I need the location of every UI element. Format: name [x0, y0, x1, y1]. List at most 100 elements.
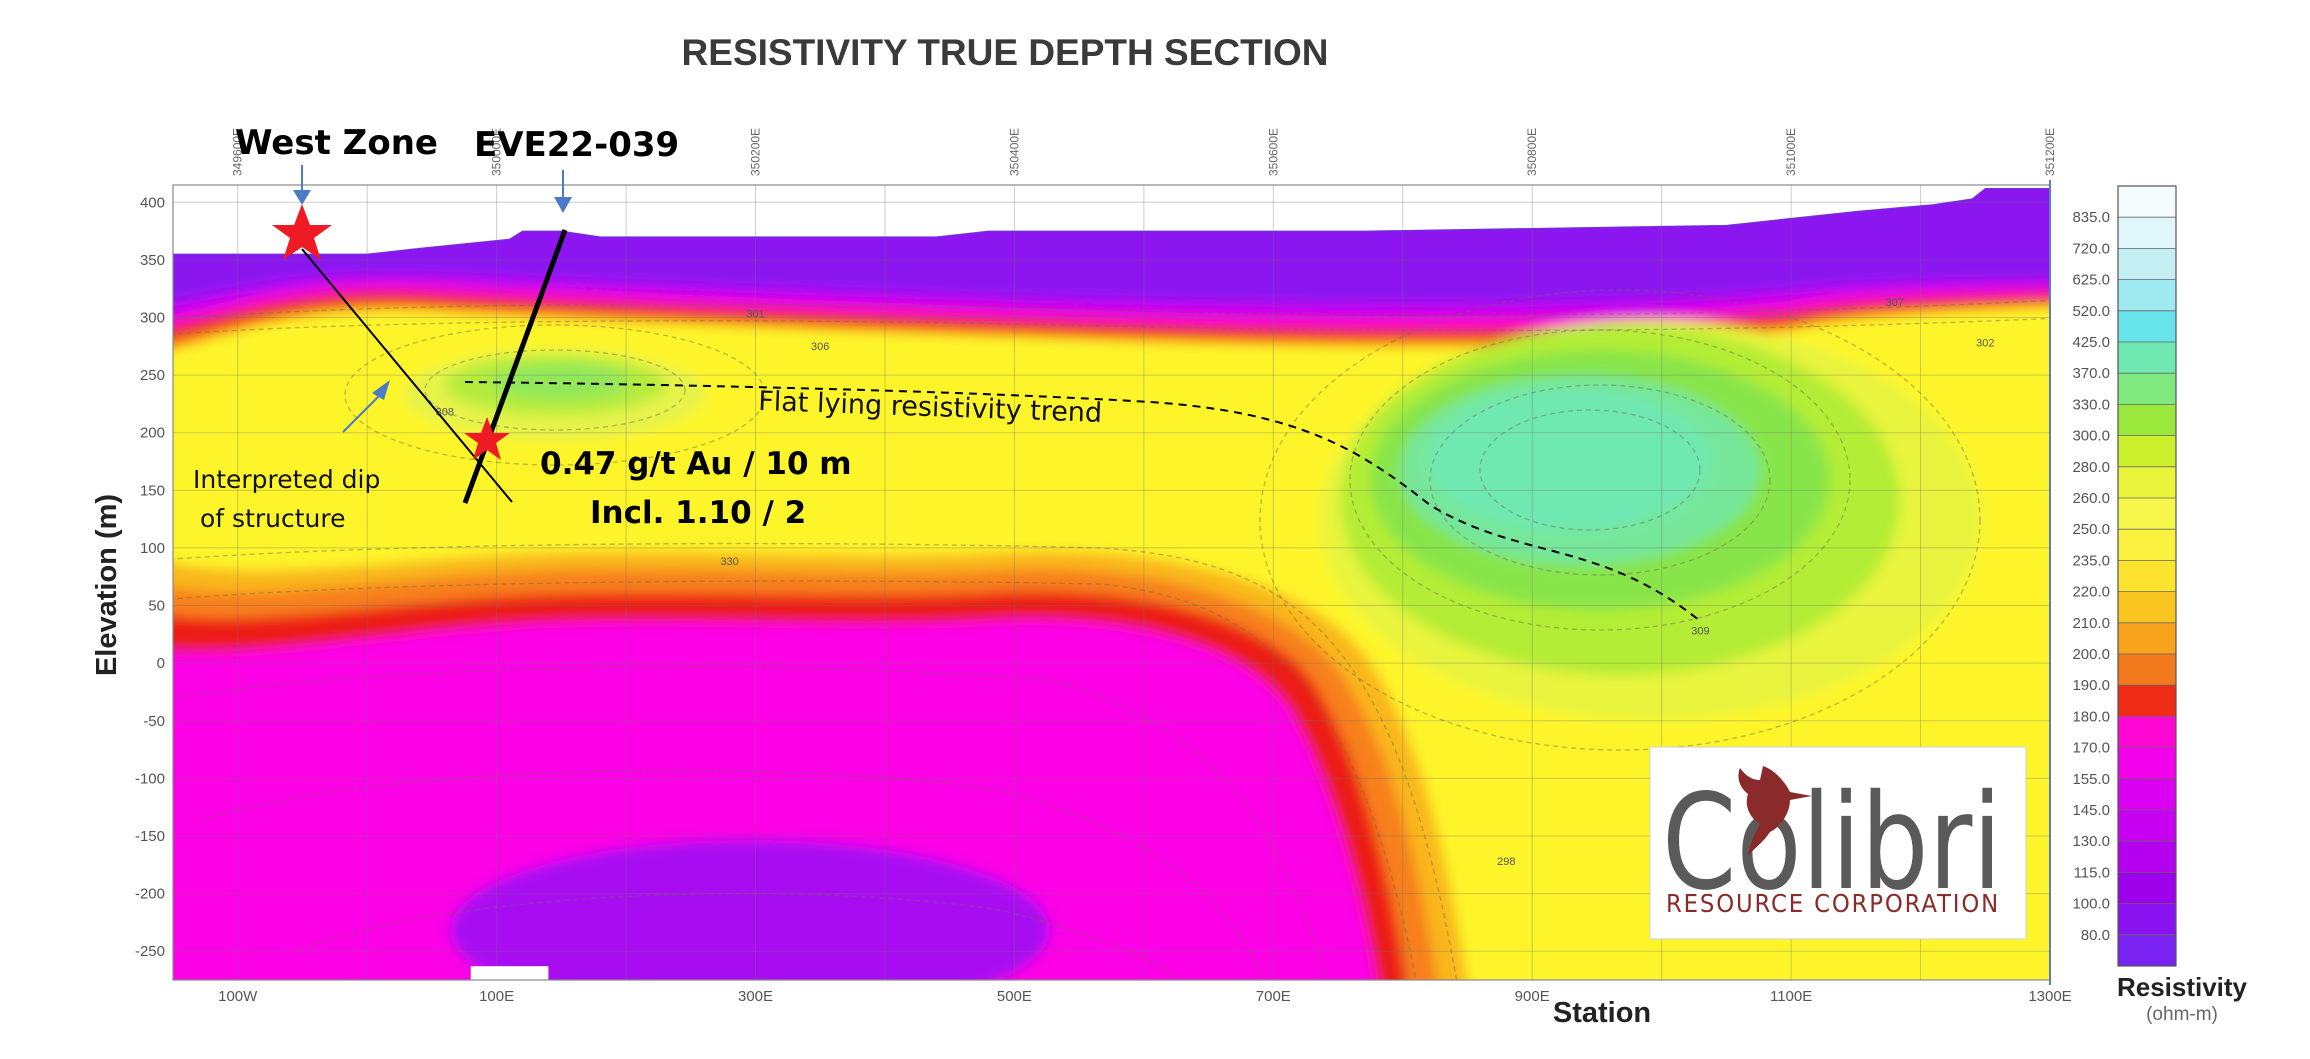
drillhole-trace — [462, 229, 568, 504]
colorbar-swatch — [2118, 747, 2176, 780]
colorbar-label: 155.0 — [2072, 771, 2110, 788]
west-zone-arrow-icon — [293, 190, 311, 205]
y-tick-label: -100 — [135, 770, 165, 787]
colorbar-label: 115.0 — [2074, 864, 2110, 881]
colorbar-swatch — [2118, 872, 2176, 905]
top-coord-349600e: 349600E — [231, 128, 245, 176]
colorbar-label: 210.0 — [2072, 615, 2110, 632]
top-coord-350800e: 350800E — [1525, 128, 1539, 176]
x-tick-label-100e: 100E — [479, 988, 514, 1005]
dip-arrow-icon — [372, 380, 390, 400]
dip-line — [301, 248, 513, 503]
x-tick-label-900e: 900E — [1515, 988, 1550, 1005]
colorbar-label: 300.0 — [2072, 428, 2110, 445]
colorbar-swatch — [2118, 342, 2176, 374]
result-line-2: Incl. 1.10 / 2 — [590, 495, 806, 531]
colorbar-swatch — [2118, 466, 2176, 499]
colorbar-label: 100.0 — [2072, 896, 2110, 913]
colorbar-swatch — [2118, 498, 2176, 530]
colorbar-label: 220.0 — [2072, 584, 2110, 601]
colorbar-label: 835.0 — [2072, 209, 2110, 226]
contour-label: 306 — [811, 341, 829, 353]
top-coord-350400e: 350400E — [1007, 128, 1021, 176]
colorbar-swatch — [2118, 435, 2176, 468]
colorbar-swatch — [2118, 591, 2176, 624]
colorbar-title: Resistivity — [2117, 972, 2248, 1002]
colorbar-swatch — [2118, 841, 2176, 873]
colorbar-label: 260.0 — [2072, 490, 2110, 507]
x-axis-ticks: 100W 100E 300E 500E 700E 900E 1100E 1300E — [218, 988, 2072, 1005]
annotations: West Zone EVE22-039 0.47 g/t Au / 10 m I… — [193, 123, 1701, 622]
colorbar-label: 370.0 — [2072, 365, 2110, 382]
colorbar-swatch — [2118, 404, 2176, 437]
colorbar-swatch — [2118, 716, 2176, 749]
colorbar-swatch — [2118, 778, 2176, 811]
top-coord-350600e: 350600E — [1266, 128, 1280, 176]
colorbar-swatch — [2118, 217, 2176, 249]
west-zone-star-icon — [272, 204, 332, 260]
x-axis-label: Station — [1553, 997, 1651, 1029]
colorbar-swatches — [2118, 185, 2176, 967]
colorbar-swatch — [2118, 934, 2176, 967]
contour-label: 302 — [1976, 337, 1994, 349]
y-tick-label: 150 — [140, 482, 165, 499]
y-tick-label: 350 — [140, 252, 165, 269]
y-tick-label: 100 — [140, 540, 165, 557]
y-tick-label: 50 — [148, 598, 165, 615]
colorbar-label: 330.0 — [2072, 396, 2110, 413]
colorbar-swatch — [2118, 622, 2176, 655]
west-zone-label: West Zone — [235, 123, 438, 163]
colorbar-label: 180.0 — [2072, 708, 2110, 725]
contour-label: 301 — [746, 309, 764, 321]
top-coord-351000e: 351000E — [1784, 128, 1798, 176]
top-coord-350000e: 350000E — [490, 128, 504, 176]
colorbar-swatch — [2118, 654, 2176, 686]
logo-subtitle: RESOURCE CORPORATION — [1666, 889, 2000, 918]
colorbar: 835.0 720.0 625.0 520.0 425.0 370.0 330.0 300.0… — [2072, 185, 2248, 1025]
dip-arrow-shaft — [342, 394, 381, 433]
colorbar-swatch — [2118, 560, 2176, 593]
hummingbird-icon — [1738, 766, 1812, 856]
section-gap — [470, 966, 549, 980]
logo-wordmark: Colibri — [1662, 766, 2002, 920]
x-tick-label-500e: 500E — [997, 988, 1032, 1005]
top-coordinate-labels: 349600E 350000E 350200E 350400E 350600E 35080… — [231, 128, 2057, 176]
y-tick-label: 300 — [140, 310, 165, 327]
topography-outline — [173, 187, 2050, 255]
y-tick-label: 0 — [157, 655, 165, 672]
colorbar-swatch — [2118, 529, 2176, 561]
colorbar-label: 625.0 — [2072, 272, 2110, 289]
colorbar-label: 190.0 — [2072, 677, 2110, 694]
colorbar-swatch — [2118, 248, 2176, 281]
dip-label-line-1: Interpreted dip — [193, 465, 380, 494]
colorbar-unit: (ohm-m) — [2146, 1004, 2218, 1025]
y-axis-ticks: 400 350 300 250 200 150 100 50 0 -50 -100 -150 -200 -… — [135, 194, 165, 960]
y-tick-label: -150 — [135, 828, 165, 845]
colorbar-label: 520.0 — [2072, 303, 2110, 320]
colorbar-swatch — [2118, 903, 2176, 936]
x-tick-label-100w: 100W — [218, 988, 258, 1005]
colorbar-swatch — [2118, 373, 2176, 405]
chart-title: RESISTIVITY TRUE DEPTH SECTION — [682, 32, 1329, 73]
top-coord-351200e: 351200E — [2043, 128, 2057, 176]
x-tick-label-1300e: 1300E — [2028, 988, 2071, 1005]
contour-lines — [173, 289, 2050, 980]
colorbar-frame — [2117, 185, 2177, 967]
colorbar-label: 80.0 — [2081, 927, 2110, 944]
drillhole-label: EVE22-039 — [474, 125, 679, 165]
colorbar-swatch — [2118, 186, 2176, 218]
intercept-star-icon — [464, 417, 510, 460]
colorbar-label: 425.0 — [2072, 334, 2110, 351]
colorbar-label: 250.0 — [2072, 521, 2110, 538]
colorbar-label: 280.0 — [2072, 459, 2110, 476]
colorbar-label: 170.0 — [2072, 740, 2110, 757]
drillhole-arrow-icon — [554, 197, 572, 213]
dip-label-line-2: of structure — [200, 504, 346, 533]
contour-label: 309 — [1691, 625, 1709, 637]
y-tick-label: 400 — [140, 194, 165, 211]
colorbar-labels: 835.0 720.0 625.0 520.0 425.0 370.0 330.0 300.0… — [2072, 209, 2110, 944]
x-tick-label-700e: 700E — [1256, 988, 1291, 1005]
topography-line — [173, 187, 2050, 255]
colorbar-swatch — [2118, 810, 2176, 842]
